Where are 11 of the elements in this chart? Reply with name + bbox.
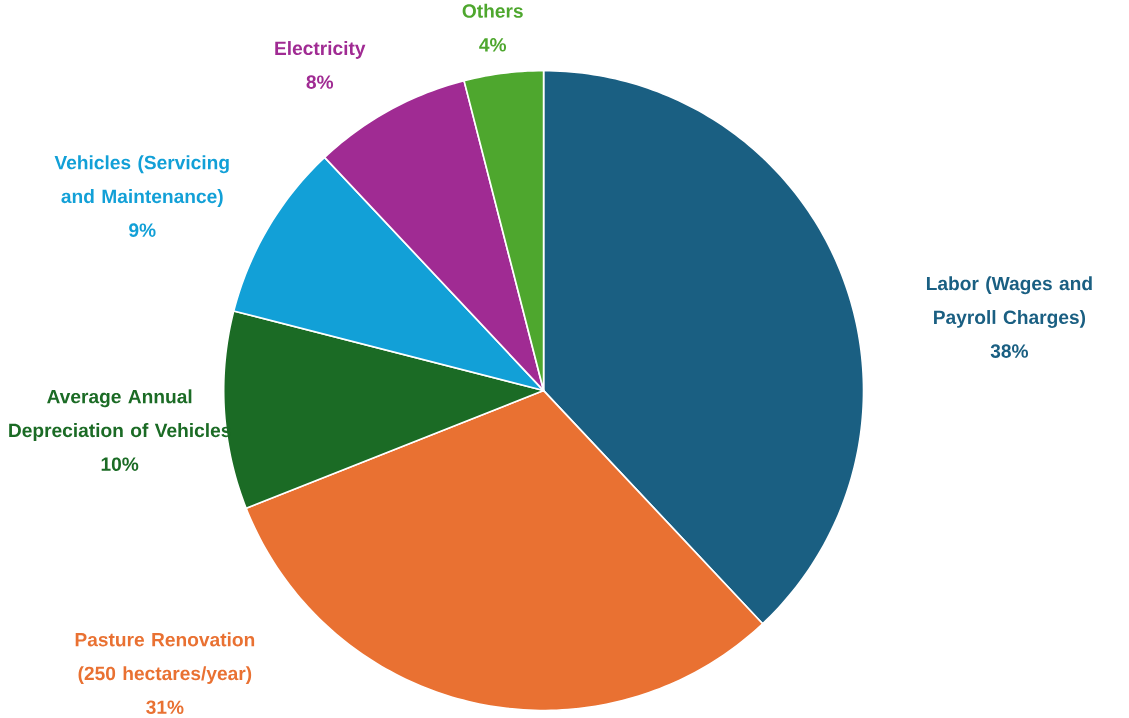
data-label: 10% bbox=[101, 457, 139, 472]
slice-label: Pasture Renovation (250 hectares/year) bbox=[75, 632, 255, 685]
data-label: 38% bbox=[990, 344, 1029, 359]
slice-label: Vehicles (Servicing and Maintenance) bbox=[54, 155, 229, 208]
data-label: 8% bbox=[306, 75, 334, 89]
slice-label: Labor (Wages and Payroll Charges) bbox=[926, 276, 1092, 329]
slice-label: Electricity bbox=[275, 41, 366, 59]
data-label: 4% bbox=[479, 38, 507, 52]
data-label: 9% bbox=[129, 223, 156, 238]
data-label: 31% bbox=[146, 700, 184, 715]
slice-label: Others bbox=[462, 3, 523, 18]
